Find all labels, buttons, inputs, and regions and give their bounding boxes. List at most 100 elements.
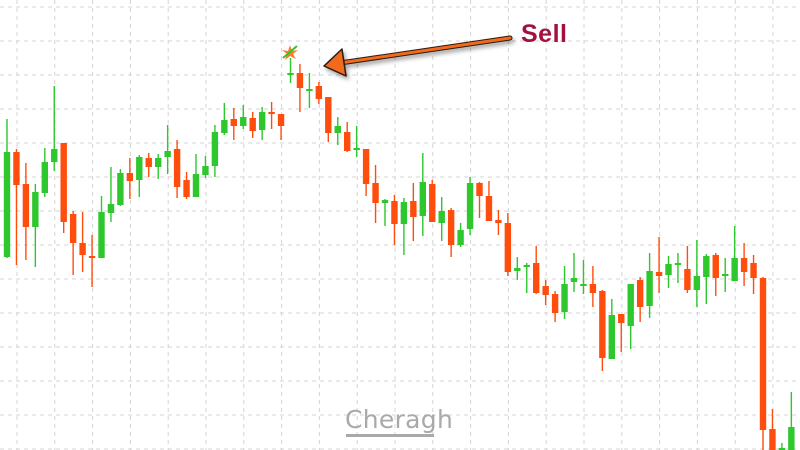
candle-body xyxy=(740,258,748,272)
candle-bullish xyxy=(457,223,464,247)
candle-bearish xyxy=(759,277,767,450)
candle-bearish xyxy=(69,211,77,275)
candle-bearish xyxy=(268,102,275,129)
candle-bearish xyxy=(684,246,691,293)
sell-annotation xyxy=(282,35,513,77)
candle-body xyxy=(788,427,795,450)
candle-bullish xyxy=(419,153,426,236)
candle-bearish xyxy=(173,140,181,198)
candle-body xyxy=(551,294,559,313)
candle-body xyxy=(183,180,190,197)
candle-body xyxy=(344,132,351,151)
candle-bearish xyxy=(533,246,540,294)
candle-bearish xyxy=(183,172,190,199)
candle-bullish xyxy=(155,154,162,179)
candle-bearish xyxy=(230,108,237,140)
candle-bullish xyxy=(287,58,294,83)
candle-body xyxy=(703,256,710,277)
candle-body xyxy=(325,97,332,133)
candle-body xyxy=(164,151,171,157)
candle-body xyxy=(13,152,20,185)
candle-body xyxy=(608,315,615,359)
candle-body xyxy=(542,286,549,295)
candle-body xyxy=(693,276,701,290)
candle-bullish xyxy=(192,154,200,197)
candle-bullish xyxy=(646,253,653,318)
candle-body xyxy=(457,230,464,245)
candle-bullish xyxy=(580,260,587,294)
candle-body xyxy=(523,265,530,267)
candle-bullish xyxy=(722,258,729,292)
candle-body xyxy=(381,200,389,203)
candle-body xyxy=(362,149,370,184)
cheragh-logo: Cheragh xyxy=(345,405,454,434)
candle-body xyxy=(69,214,77,243)
candle-body xyxy=(419,182,426,216)
candle-bullish xyxy=(240,105,247,129)
candle-bearish xyxy=(740,243,748,286)
candle-body xyxy=(334,126,341,133)
candle-body xyxy=(485,196,493,221)
candle-bearish xyxy=(372,165,379,223)
candle-bullish xyxy=(136,155,143,197)
candle-body xyxy=(296,73,304,88)
candle-body xyxy=(533,263,540,293)
candle-body xyxy=(22,184,30,227)
candle-body xyxy=(145,158,152,167)
candle-bullish xyxy=(400,198,408,255)
candle-body xyxy=(79,243,86,255)
candle-bullish xyxy=(51,86,58,171)
candle-bearish xyxy=(315,82,323,104)
candle-body xyxy=(665,264,672,275)
candle-bearish xyxy=(485,181,493,221)
candle-body xyxy=(221,120,228,133)
candle-body xyxy=(230,119,237,126)
candle-body xyxy=(618,314,625,323)
candle-body xyxy=(117,173,124,205)
candle-body xyxy=(769,429,776,450)
candle-bullish xyxy=(693,240,701,307)
candle-bearish xyxy=(88,235,96,287)
candle-body xyxy=(315,86,323,99)
candle-bullish xyxy=(788,392,795,450)
candle-bearish xyxy=(750,255,757,294)
arrow-left-icon xyxy=(323,35,513,77)
candle-body xyxy=(98,212,105,258)
candle-body xyxy=(107,204,115,213)
candle-bullish xyxy=(306,73,313,108)
candle-bearish xyxy=(542,280,549,305)
candle-bearish xyxy=(22,163,30,260)
candle-bullish xyxy=(514,257,521,280)
candle-bearish xyxy=(476,182,483,218)
candle-bullish xyxy=(3,119,11,258)
candle-bullish xyxy=(466,177,474,235)
candle-body xyxy=(447,210,455,245)
candle-bullish xyxy=(164,125,171,174)
candle-bearish xyxy=(344,122,351,152)
candle-bearish xyxy=(447,208,455,257)
candle-bearish xyxy=(429,180,436,222)
candle-bullish xyxy=(570,253,578,292)
candle-bearish xyxy=(712,253,719,296)
candle-bearish xyxy=(60,143,67,233)
candle-body xyxy=(712,255,719,278)
candle-bearish xyxy=(599,290,606,371)
candle-bullish xyxy=(438,197,445,241)
candle-bearish xyxy=(13,149,20,265)
candle-bullish xyxy=(202,156,209,178)
candle-bearish xyxy=(504,213,512,276)
candle-bullish xyxy=(561,266,568,319)
candle-body xyxy=(400,202,408,224)
candle-body xyxy=(636,280,644,307)
candle-bullish xyxy=(334,117,341,145)
candle-body xyxy=(561,284,568,312)
candle-body xyxy=(778,448,786,450)
candle-body xyxy=(249,118,256,131)
candle-body xyxy=(211,132,219,166)
sell-label: Sell xyxy=(521,20,568,48)
candle-bullish xyxy=(353,126,360,157)
candle-bullish xyxy=(778,443,786,450)
candle-bullish xyxy=(381,199,389,226)
logo-underline xyxy=(346,434,434,437)
